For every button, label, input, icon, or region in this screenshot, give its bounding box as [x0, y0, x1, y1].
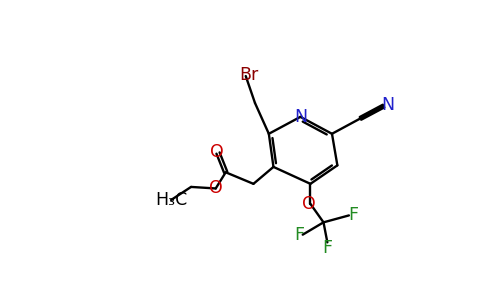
Text: F: F — [348, 206, 358, 224]
Text: N: N — [381, 96, 394, 114]
Text: O: O — [302, 195, 316, 213]
Text: F: F — [294, 226, 304, 244]
Text: O: O — [211, 143, 224, 161]
Text: O: O — [209, 179, 223, 197]
Text: Br: Br — [239, 66, 258, 84]
Text: F: F — [322, 239, 333, 257]
Text: N: N — [294, 108, 307, 126]
Text: H₃C: H₃C — [155, 191, 187, 209]
